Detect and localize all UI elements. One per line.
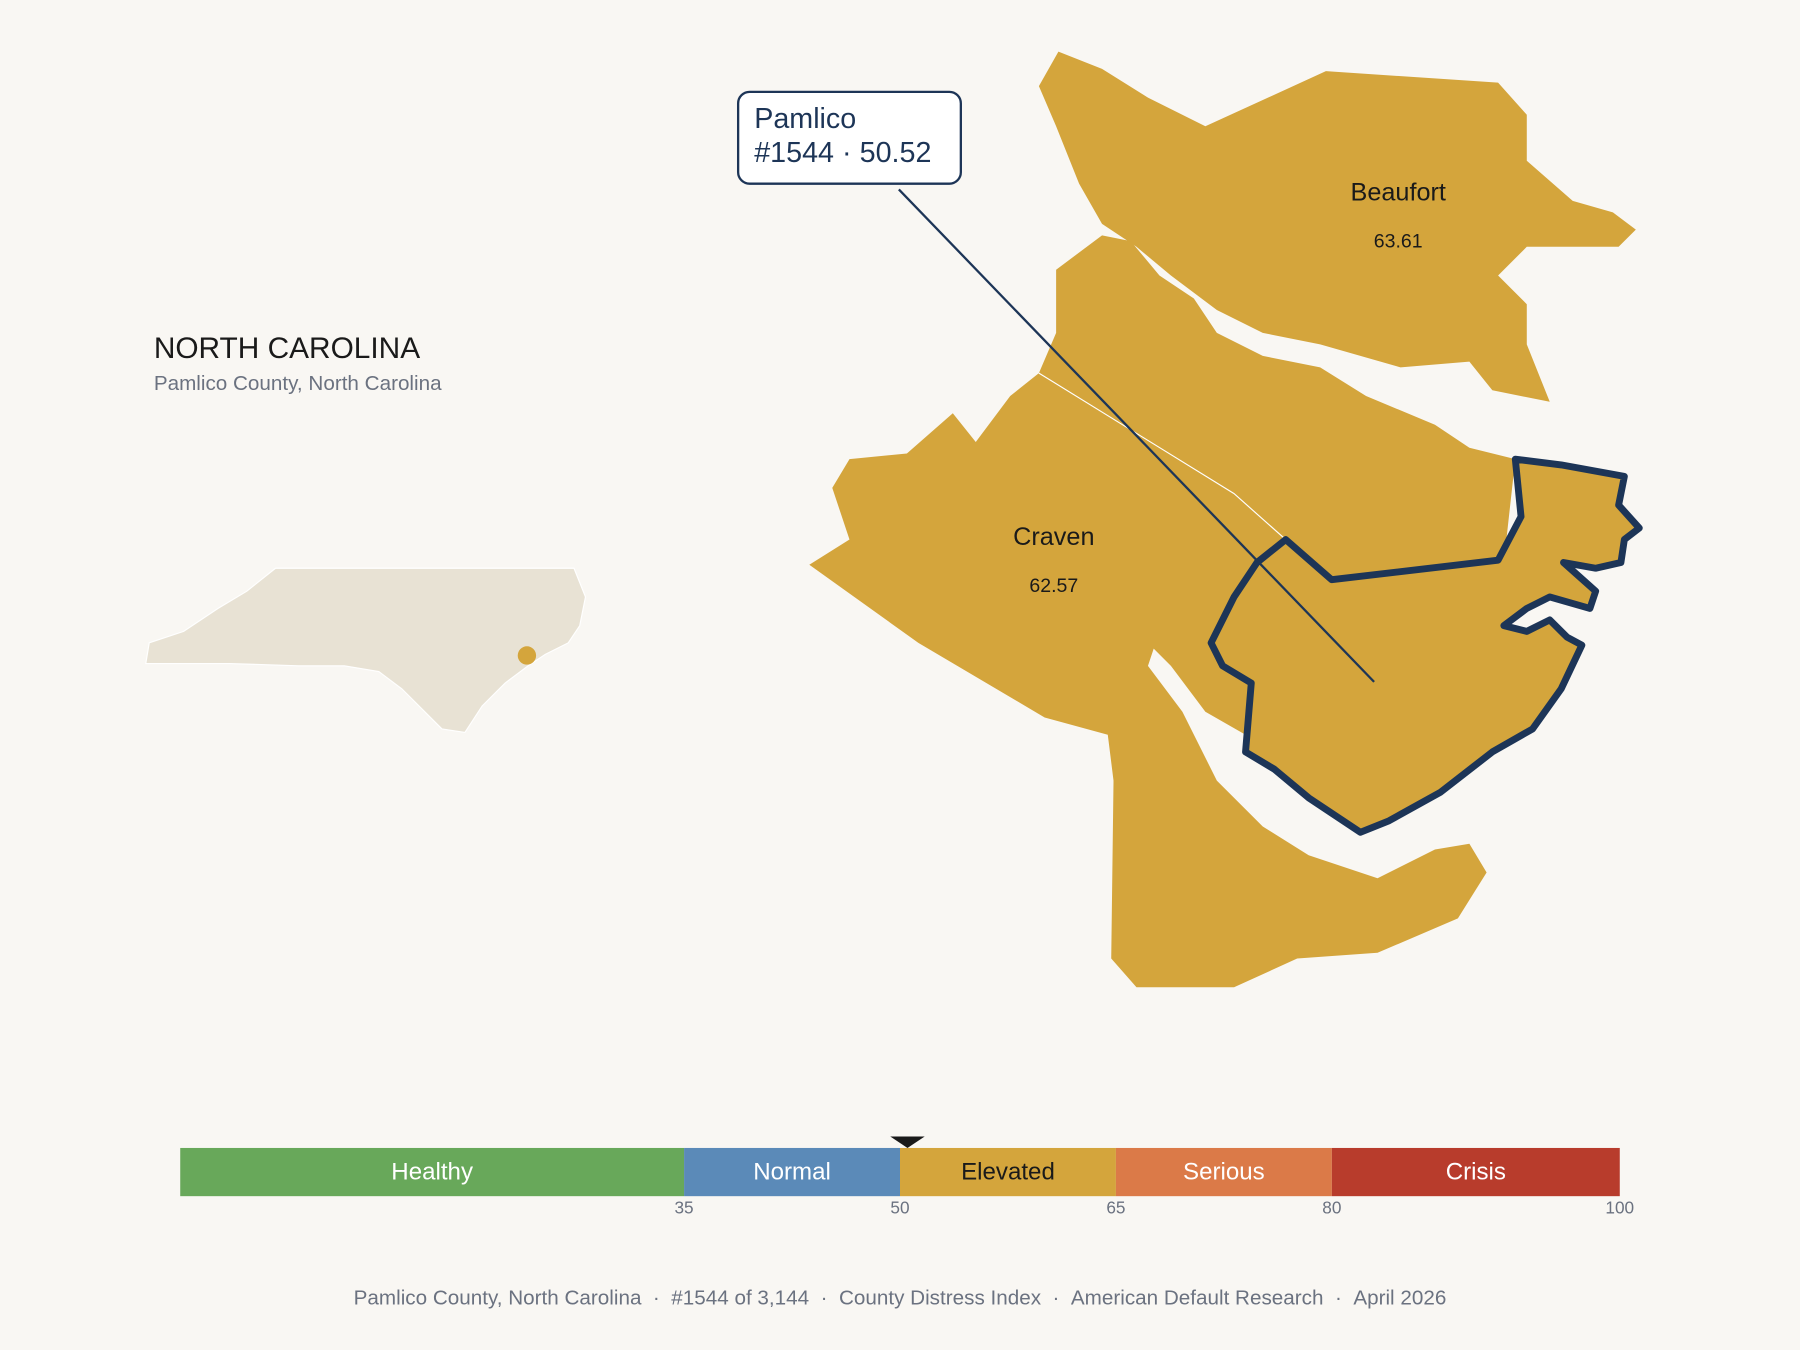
county-value: 63.61: [1374, 230, 1423, 252]
scale-band: [684, 1147, 900, 1197]
color-scale: Healthy Normal Elevated Serious Crisis 35 50 65…: [180, 1136, 1634, 1217]
footer: Pamlico County, North Carolina · #1544 of …: [354, 1287, 1447, 1310]
state-outline: [145, 567, 587, 734]
scale-marker: [890, 1136, 925, 1148]
footer-item: Pamlico County, North Carolina: [354, 1287, 642, 1310]
callout-name: Pamlico: [754, 103, 856, 135]
scale-band: [180, 1147, 685, 1197]
county-name: Beaufort: [1350, 179, 1445, 207]
footer-item: #1544 of 3,144: [671, 1287, 809, 1310]
footer-separator: ·: [1335, 1287, 1342, 1310]
footer-separator: ·: [1053, 1287, 1060, 1310]
callout-detail: #1544 · 50.52: [754, 136, 931, 168]
scale-band-label: Crisis: [1446, 1159, 1506, 1186]
county-name: Craven: [1013, 523, 1094, 551]
footer-separator: ·: [821, 1287, 828, 1310]
county-border: [1038, 372, 1287, 540]
scale-tick-label: 35: [674, 1197, 693, 1217]
scale-tick-label: 65: [1106, 1197, 1125, 1217]
county-shape: [1038, 235, 1516, 580]
scale-band: [1331, 1147, 1620, 1197]
callout-box: [736, 90, 962, 185]
callout-separator: ·: [842, 136, 852, 168]
scale-tick-label: 50: [890, 1197, 909, 1217]
state-county-highlight: [517, 646, 537, 665]
footer-item: April 2026: [1353, 1287, 1446, 1310]
scale-tick-label: 80: [1322, 1197, 1341, 1217]
subtitle: Pamlico County, North Carolina: [154, 372, 442, 395]
selected-county[interactable]: [1207, 455, 1643, 836]
callout-value: 50.52: [860, 136, 932, 168]
county-shape: [1038, 51, 1636, 402]
footer-separator: ·: [653, 1287, 660, 1310]
footer-item: American Default Research: [1071, 1287, 1324, 1310]
county-value: 62.57: [1029, 575, 1078, 597]
footer-item: County Distress Index: [839, 1287, 1042, 1310]
scale-tick-label: 100: [1605, 1197, 1634, 1217]
scale-band-label: Serious: [1183, 1159, 1265, 1186]
state-label: NORTH CAROLINA: [154, 332, 420, 365]
leader-line: [898, 188, 1375, 683]
scale-band-label: Healthy: [391, 1159, 473, 1186]
scale-band: [1115, 1147, 1332, 1197]
callout-rank: #1544: [754, 136, 834, 168]
scale-band-label: Elevated: [961, 1159, 1055, 1186]
scale-band-label: Normal: [753, 1159, 831, 1186]
county-shape: [809, 373, 1487, 988]
scale-band: [900, 1147, 1116, 1197]
